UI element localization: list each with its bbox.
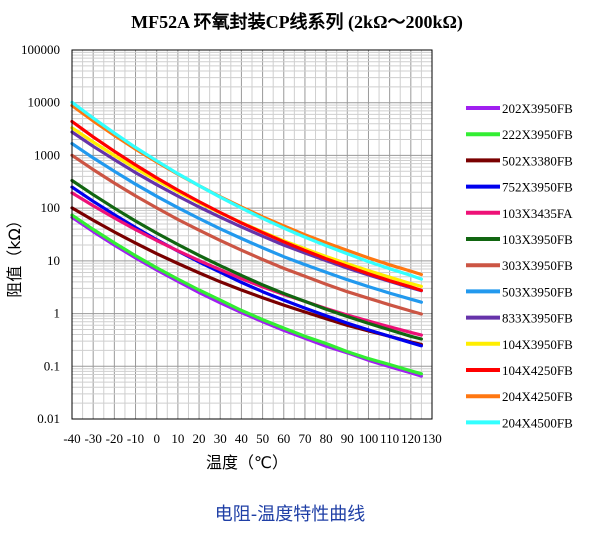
series-line-202X3950FB <box>70 215 423 378</box>
series-line-303X3950FB <box>70 153 423 316</box>
x-tick-label: 10 <box>171 431 184 446</box>
y-tick-label: 10 <box>47 253 60 268</box>
y-tick-label: 100000 <box>21 42 60 57</box>
legend-label: 202X3950FB <box>502 101 573 116</box>
series-layer <box>70 100 423 378</box>
legend-label: 103X3435FA <box>502 206 573 221</box>
legend-label: 502X3380FB <box>502 153 573 168</box>
legend-label: 752X3950FB <box>502 180 573 195</box>
series-line-222X3950FB <box>70 213 423 376</box>
legend-label: 104X3950FB <box>502 337 573 352</box>
series-line-204X4500FB <box>70 100 423 281</box>
legend-label: 303X3950FB <box>502 258 573 273</box>
plot-frame <box>71 49 433 420</box>
legend-label: 222X3950FB <box>502 127 573 142</box>
legend-label: 104X4250FB <box>502 363 573 378</box>
y-tick-label: 0.01 <box>37 411 60 426</box>
x-tick-label: 70 <box>298 431 311 446</box>
x-tick-label: 130 <box>422 431 442 446</box>
series-line-503X3950FB <box>70 142 423 304</box>
x-tick-label: -10 <box>127 431 144 446</box>
series-line-104X4250FB <box>70 119 423 292</box>
legend-label: 103X3950FB <box>502 232 573 247</box>
x-tick-label: -40 <box>63 431 80 446</box>
x-tick-label: 60 <box>277 431 290 446</box>
legend-label: 204X4250FB <box>502 389 573 404</box>
x-tick-label: 100 <box>359 431 379 446</box>
legend-label: 204X4500FB <box>502 415 573 430</box>
legend-label: 833X3950FB <box>502 311 573 326</box>
legend-label: 503X3950FB <box>502 284 573 299</box>
y-tick-label: 1000 <box>34 147 60 162</box>
x-tick-label: 20 <box>193 431 206 446</box>
chart-subtitle: 电阻-温度特性曲线 <box>214 504 366 525</box>
x-tick-label: 110 <box>380 431 399 446</box>
x-tick-label: 0 <box>153 431 160 446</box>
y-axis-label: 阻值（kΩ） <box>5 212 24 298</box>
x-tick-label: 50 <box>256 431 269 446</box>
series-line-103X3950FB <box>70 178 423 341</box>
x-tick-labels: -40 -30 -20 -10 0 10 20 30 40 50 60 70 80 90 100 110 120… <box>63 431 441 446</box>
y-tick-label: 10000 <box>28 95 61 110</box>
x-tick-label: 90 <box>341 431 354 446</box>
x-axis-label: 温度（℃） <box>206 453 288 472</box>
series-line-752X3950FB <box>70 185 423 348</box>
x-tick-label: 120 <box>401 431 421 446</box>
series-line-103X3435FA <box>70 191 423 337</box>
x-tick-label: -30 <box>85 431 102 446</box>
x-tick-label: -20 <box>106 431 123 446</box>
y-tick-label: 100 <box>41 200 61 215</box>
y-tick-label: 1 <box>54 306 61 321</box>
y-tick-label: 0.1 <box>44 358 60 373</box>
x-tick-label: 30 <box>214 431 227 446</box>
y-tick-labels: 0.01 0.1 1 10 100 1000 10000 100000 <box>21 42 60 426</box>
x-tick-label: 40 <box>235 431 248 446</box>
legend: 202X3950FB 222X3950FB 502X3380FB 752X3950FB… <box>466 101 573 430</box>
chart-title: MF52A 环氧封装CP线系列 (2kΩ～200kΩ) <box>131 12 463 32</box>
x-tick-label: 80 <box>320 431 333 446</box>
